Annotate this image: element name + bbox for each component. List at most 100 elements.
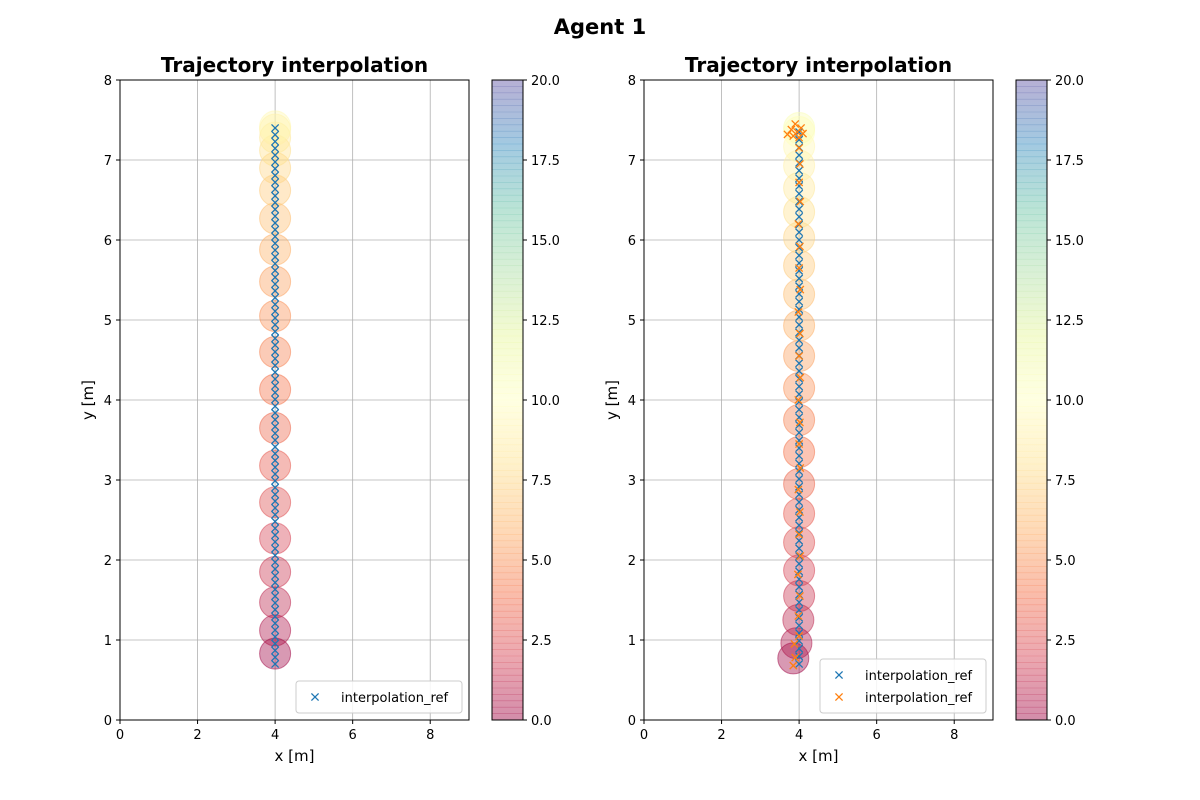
data-point [795,629,804,638]
data-point [795,205,804,214]
data-point [271,157,280,166]
colorbar-tick-label: 20.0 [1055,74,1084,89]
data-point [795,591,804,601]
data-point [271,313,280,323]
data-point [271,659,280,669]
uncertainty-circle [259,121,292,154]
data-point [795,178,804,187]
data-point [790,639,799,649]
data-point [795,451,804,460]
data-point [795,507,804,517]
legend-box [295,680,463,714]
data-point [271,653,280,662]
data-point [795,505,804,514]
data-point [271,510,280,519]
data-point [795,320,804,329]
data-point [795,621,804,630]
data-point [787,125,796,134]
x-tick-label: 4 [271,728,279,743]
data-point [795,189,804,198]
y-tick-label: 7 [628,154,636,169]
y-tick-label: 0 [104,714,112,729]
data-point [794,611,803,621]
data-point [795,133,804,142]
colorbar-tick-label: 0.0 [1055,714,1076,729]
legend: interpolation_ref interpolation_ref [819,658,987,714]
uncertainty-circle [259,110,292,143]
data-point [795,228,804,237]
data-point [795,436,804,445]
data-point [271,212,280,221]
colorbar-tick-label: 7.5 [531,474,552,489]
y-tick-label: 8 [104,74,112,89]
y-tick-label: 0 [628,714,636,729]
colorbar-tick-label: 15.0 [531,234,560,249]
data-point [795,474,804,484]
data-point [271,198,280,207]
data-point [795,521,804,530]
data-point [793,570,803,579]
y-tick-label: 4 [104,394,112,409]
data-point [795,544,804,553]
data-point [795,274,804,283]
series-1 [271,123,280,669]
data-point [795,418,804,427]
data-point [271,415,280,424]
x-tick-label: 0 [116,728,124,743]
x-tick-label: 4 [795,728,803,743]
data-point [271,252,280,261]
data-point [795,212,804,221]
chart-panel-1: 0 2 4 6 8 0 1 2 3 4 5 6 7 8 x [m] y [m] Trajectory inter… [79,53,560,765]
figure-title: Agent 1 [554,15,646,39]
colorbar-gradient [1016,80,1047,720]
data-point [271,469,280,479]
data-point [795,631,804,641]
data-point [271,571,280,580]
colorbar-gradient [492,80,523,720]
data-point [271,551,280,560]
colorbar-tick-label: 2.5 [531,634,552,649]
data-point [795,305,804,314]
legend-label: interpolation_ref [865,691,973,706]
data-point [795,197,804,206]
data-point [795,329,804,338]
data-point [271,436,280,445]
y-tick-label: 6 [104,234,112,249]
colorbar: 0.0 2.5 5.0 7.5 10.0 12.5 15.0 17.5 20.0 [1015,74,1084,729]
data-point [271,476,280,485]
legend-marker [834,670,844,680]
x-axis-label: x [m] [275,747,315,765]
legend: interpolation_ref [295,680,463,714]
data-point [271,524,280,533]
y-tick-label: 5 [104,314,112,329]
data-point [271,483,280,492]
colorbar-tick-label: 15.0 [1055,234,1084,249]
data-point [795,397,804,406]
data-point [271,144,280,153]
colorbar-tick-label: 12.5 [1055,314,1084,329]
data-point [271,185,280,194]
uncertainty-circle [259,486,292,519]
y-tick-label: 8 [628,74,636,89]
data-point [271,598,280,607]
data-point [271,531,280,540]
data-point [796,285,805,294]
y-tick-label: 4 [628,394,636,409]
data-point [795,242,804,251]
data-point [271,632,280,641]
data-point [271,402,280,411]
data-point [795,366,804,376]
data-point [796,123,806,133]
data-point [795,297,804,306]
data-point [271,279,280,289]
data-point [271,320,280,329]
data-point [271,388,280,397]
data-point [795,166,804,175]
uncertainty-circle [259,637,292,670]
series-2 [783,119,808,670]
legend-marker [310,692,320,702]
data-point [271,232,280,241]
data-point [271,286,280,295]
y-tick-label: 3 [628,474,636,489]
